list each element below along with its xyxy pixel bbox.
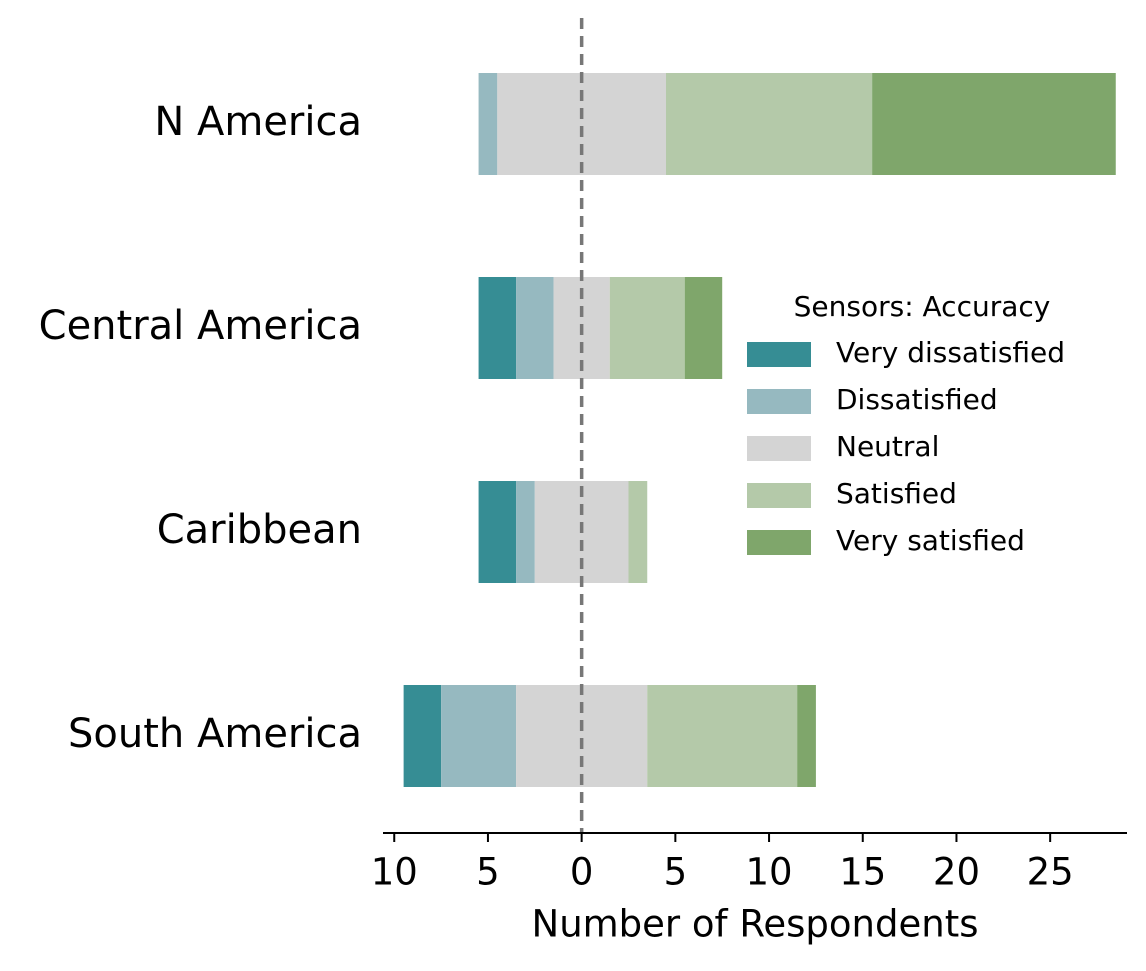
bar-segment	[478, 73, 498, 175]
bar-segment	[403, 685, 442, 787]
bar-segment	[497, 73, 666, 175]
legend-label: Neutral	[836, 430, 939, 463]
bar-segment	[478, 277, 517, 379]
bar-segment	[797, 685, 816, 787]
legend-label: Very dissatisfied	[836, 336, 1065, 369]
bar-segment	[872, 73, 1116, 175]
bar-segment	[628, 481, 648, 583]
x-tick-label: 0	[570, 851, 594, 894]
x-tick-label: 10	[746, 851, 793, 894]
bar-segment	[516, 685, 648, 787]
bar-segment	[684, 277, 723, 379]
x-tick-label: 5	[664, 851, 688, 894]
bar-segment	[516, 481, 535, 583]
bar-segment	[478, 481, 517, 583]
legend-swatch	[747, 389, 811, 414]
y-tick-label: N America	[154, 99, 362, 145]
legend-label: Very satisfied	[836, 524, 1025, 557]
legend-swatch	[747, 530, 811, 555]
x-tick-label: 10	[371, 851, 418, 894]
bar-segment	[609, 277, 685, 379]
bar-segment	[516, 277, 554, 379]
y-tick-label: Caribbean	[157, 507, 362, 553]
x-tick-label: 5	[476, 851, 500, 894]
bar-segment	[647, 685, 798, 787]
legend-swatch	[747, 342, 811, 367]
y-tick-label: South America	[68, 711, 362, 757]
x-axis-label: Number of Respondents	[532, 903, 979, 946]
y-tick-label: Central America	[39, 303, 362, 349]
x-tick-label: 20	[933, 851, 980, 894]
bar-segment	[665, 73, 873, 175]
bar-segment	[441, 685, 517, 787]
x-tick-label: 25	[1027, 851, 1074, 894]
legend-label: Satisfied	[836, 477, 957, 510]
legend-title: Sensors: Accuracy	[794, 290, 1051, 323]
legend-swatch	[747, 483, 811, 508]
legend-label: Dissatisfied	[836, 383, 998, 416]
legend-swatch	[747, 436, 811, 461]
x-tick-label: 15	[839, 851, 886, 894]
